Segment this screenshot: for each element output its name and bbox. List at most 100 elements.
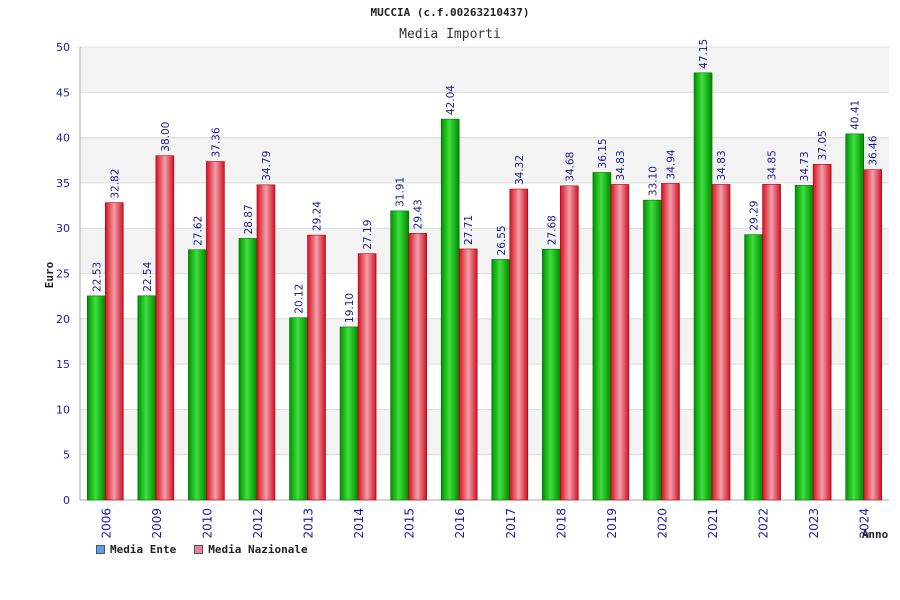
x-tick-label: 2021 — [706, 508, 720, 539]
y-tick-label: 15 — [56, 358, 70, 371]
x-tick-label: 2014 — [352, 508, 366, 539]
data-label: 22.53 — [91, 262, 103, 292]
bar-ente — [491, 259, 511, 501]
data-label: 42.04 — [445, 85, 457, 115]
data-label: 37.05 — [817, 130, 829, 160]
bar-nazionale — [256, 184, 276, 501]
data-label: 34.83 — [716, 150, 728, 180]
bar-nazionale — [104, 202, 124, 501]
y-tick-label: 30 — [56, 222, 70, 235]
legend-swatch-nazionale — [194, 545, 204, 554]
legend-label-ente: Media Ente — [110, 543, 177, 556]
x-tick-label: 2010 — [200, 508, 214, 539]
data-label: 34.32 — [514, 155, 526, 185]
bar-ente — [86, 295, 106, 501]
bar-nazionale — [863, 169, 883, 501]
chart-title: MUCCIA (c.f.00263210437) — [371, 6, 530, 19]
data-label: 22.54 — [142, 261, 154, 291]
bar-ente — [693, 72, 713, 501]
bar-ente — [845, 133, 865, 501]
data-label: 34.83 — [615, 150, 627, 180]
legend-label-nazionale: Media Nazionale — [208, 543, 308, 556]
data-label: 34.94 — [665, 149, 677, 179]
bar-nazionale — [307, 234, 326, 501]
bar-ente — [542, 248, 561, 501]
bar-ente — [744, 234, 763, 501]
data-label: 28.87 — [243, 204, 255, 234]
x-tick-label: 2024 — [858, 508, 872, 539]
plot-area: 0 5 10 15 20 25 30 35 40 45 50 22.53 32.82 2006 22.54 3… — [56, 39, 889, 539]
y-tick-label: 35 — [56, 177, 70, 190]
data-label: 37.36 — [210, 127, 222, 157]
y-axis-label: Euro — [43, 261, 56, 288]
x-tick-label: 2019 — [605, 508, 619, 539]
bar-ente — [440, 118, 460, 501]
x-tick-label: 2023 — [807, 508, 821, 539]
data-label: 34.68 — [564, 152, 576, 182]
bar-nazionale — [661, 183, 680, 501]
bar-ente — [188, 249, 207, 501]
x-tick-label: 2013 — [302, 508, 316, 539]
data-label: 36.15 — [597, 138, 609, 168]
data-label: 47.15 — [698, 39, 710, 69]
bar-nazionale — [458, 248, 478, 501]
x-tick-label: 2018 — [554, 508, 568, 539]
x-axis-label: Anno — [862, 528, 889, 541]
bar-ente — [794, 185, 814, 501]
x-tick-label: 2022 — [757, 508, 771, 539]
data-label: 36.46 — [868, 135, 880, 165]
bar-nazionale — [357, 253, 377, 501]
y-tick-label: 40 — [56, 132, 70, 145]
data-label: 26.55 — [496, 225, 508, 255]
chart-subtitle: Media Importi — [399, 27, 501, 42]
legend-swatch-ente — [96, 545, 105, 554]
bar-nazionale — [155, 155, 175, 501]
x-tick-label: 2016 — [453, 508, 467, 539]
x-tick-label: 2020 — [655, 508, 669, 539]
data-label: 40.41 — [850, 100, 862, 130]
data-label: 20.12 — [294, 284, 306, 314]
bar-ente — [643, 199, 662, 501]
data-label: 29.43 — [413, 199, 425, 229]
legend-item-nazionale: Media Nazionale — [194, 543, 308, 556]
y-tick-label: 10 — [56, 403, 70, 416]
data-label: 27.68 — [546, 215, 558, 245]
bar-nazionale — [560, 185, 579, 501]
bar-ente — [592, 172, 612, 501]
y-tick-label: 45 — [56, 86, 70, 99]
data-label: 27.71 — [463, 215, 475, 245]
bar-nazionale — [812, 164, 832, 501]
y-tick-label: 5 — [63, 449, 70, 462]
data-label: 29.29 — [749, 201, 761, 231]
x-tick-label: 2017 — [504, 508, 518, 539]
legend-item-ente: Media Ente — [96, 543, 176, 556]
bar-ente — [238, 238, 258, 501]
data-label: 32.82 — [109, 169, 121, 199]
x-tick-label: 2015 — [403, 508, 417, 539]
bar-nazionale — [206, 161, 225, 501]
data-label: 34.73 — [799, 151, 811, 181]
data-label: 29.24 — [312, 201, 324, 231]
bar-ente — [390, 210, 409, 501]
data-label: 38.00 — [160, 122, 172, 152]
y-tick-label: 20 — [56, 313, 70, 326]
bar-nazionale — [711, 184, 731, 501]
data-label: 19.10 — [344, 293, 356, 323]
x-tick-label: 2006 — [99, 508, 113, 539]
bar-nazionale — [610, 184, 630, 501]
bar-ente — [289, 317, 308, 501]
grid-band — [80, 47, 889, 93]
y-tick-label: 25 — [56, 268, 70, 281]
grid-band — [80, 92, 889, 138]
bar-nazionale — [762, 183, 781, 501]
data-label: 34.85 — [767, 150, 779, 180]
bar-nazionale — [509, 188, 529, 501]
bar-ente — [339, 326, 359, 501]
data-label: 33.10 — [647, 166, 659, 196]
data-label: 31.91 — [395, 177, 407, 207]
y-tick-label: 0 — [63, 494, 70, 507]
legend: Media Ente Media Nazionale — [96, 543, 308, 556]
bar-ente — [137, 295, 157, 501]
x-tick-label: 2012 — [251, 508, 265, 539]
